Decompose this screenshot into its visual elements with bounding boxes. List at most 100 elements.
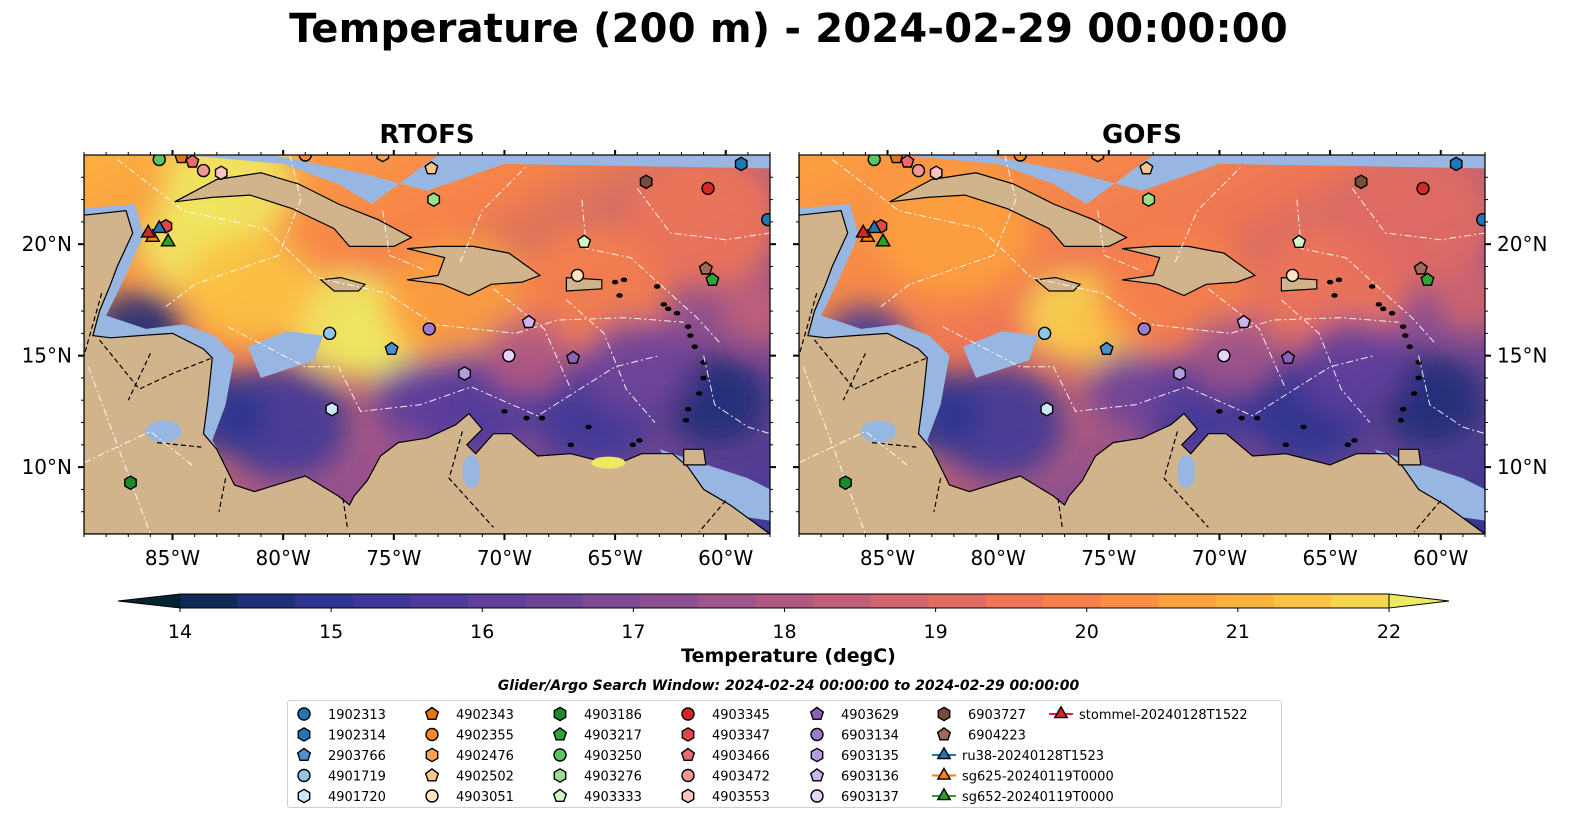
legend-label: 4903345 xyxy=(712,708,770,723)
legend-item: sg652-20240119T0000 xyxy=(932,787,1114,805)
legend-marker-icon xyxy=(553,748,567,762)
colorbar-extend-high xyxy=(1388,593,1450,609)
legend-label: 4903472 xyxy=(712,770,770,785)
legend-marker-icon xyxy=(809,768,825,782)
map-marker-6904223-gofs xyxy=(1413,261,1428,275)
colorbar-segment xyxy=(1043,594,1102,608)
colorbar-segment xyxy=(295,594,354,608)
lon-tick-label: 60°W xyxy=(1413,546,1468,570)
colorbar-segment xyxy=(813,594,872,608)
map-marker-4903217-gofs xyxy=(1420,272,1435,286)
colorbar-segment xyxy=(870,594,929,608)
map-marker-4901720-rtofs xyxy=(325,401,339,417)
lat-tick-label: 20°N xyxy=(22,232,72,256)
colorbar-segment xyxy=(525,594,584,608)
legend-marker-icon xyxy=(424,768,440,782)
map-marker-4903629-gofs xyxy=(1280,350,1296,364)
legend-label: 4903217 xyxy=(584,729,642,744)
panel-title-gofs: GOFS xyxy=(1102,120,1182,150)
legend-marker-icon xyxy=(552,727,568,741)
legend-item: 2903766 xyxy=(296,747,386,764)
map-marker-4901720-gofs xyxy=(1040,401,1054,417)
lat-tick-label: 10°N xyxy=(1497,455,1547,479)
colorbar-segment xyxy=(467,594,526,608)
legend-marker-icon xyxy=(681,727,695,742)
lon-tick-label: 60°W xyxy=(698,546,753,570)
legend-item: 6903136 xyxy=(809,768,899,785)
legend-label: 4903553 xyxy=(712,790,770,805)
legend-marker-icon xyxy=(681,768,695,783)
map-marker-4902502-gofs xyxy=(1139,160,1154,175)
colorbar-tick-label: 16 xyxy=(470,621,494,643)
legend-label: 4902343 xyxy=(456,708,514,723)
legend-label: 4901720 xyxy=(328,790,386,805)
legend-marker-icon xyxy=(681,788,695,804)
colorbar-tick-label: 20 xyxy=(1075,621,1099,643)
legend-item: 4903186 xyxy=(553,706,642,723)
colorbar-segment xyxy=(1216,594,1275,608)
map-marker-ru38-20240128T1523-rtofs xyxy=(151,219,168,234)
map-marker-4903051-gofs xyxy=(1285,268,1300,283)
colorbar-segment xyxy=(928,594,987,608)
lon-tick-label: 85°W xyxy=(145,546,200,570)
legend-marker-icon xyxy=(297,788,311,804)
legend-marker-icon xyxy=(296,747,312,761)
colorbar: 14 15 16 17 18 19 20 21 22 xyxy=(117,593,1450,643)
legend-marker-icon xyxy=(297,727,311,742)
map-marker-4903333-rtofs xyxy=(576,234,592,248)
legend-item: 4903217 xyxy=(552,727,642,744)
colorbar-segment xyxy=(755,594,814,608)
colorbar-tick-label: 17 xyxy=(621,621,645,643)
legend-entries: 1902313 1902314 2903766 4901719 4901720 49023… xyxy=(296,705,1248,805)
colorbar-segment xyxy=(410,594,469,608)
legend-label: 6903136 xyxy=(841,770,899,785)
legend-item: 1902314 xyxy=(297,727,386,744)
map-marker-4903472-rtofs xyxy=(196,163,211,178)
map-marker-4901719-gofs xyxy=(1037,326,1052,341)
map-marker-4903276-gofs xyxy=(1142,192,1156,208)
legend-item: 4903333 xyxy=(552,788,642,805)
map-marker-6903727-rtofs xyxy=(639,174,653,190)
map-marker-4903345-rtofs xyxy=(701,181,715,196)
legend-label: 4903250 xyxy=(584,749,642,764)
map-marker-4901719-rtofs xyxy=(322,326,337,341)
map-marker-4902343-gofs xyxy=(889,155,904,164)
legend-marker-icon xyxy=(297,707,311,721)
legend-marker-icon xyxy=(937,706,951,722)
legend-marker-icon xyxy=(809,706,825,720)
legend-label: 4903466 xyxy=(712,749,770,764)
map-marker-6903137-rtofs xyxy=(502,348,516,363)
legend-label: 4901719 xyxy=(328,770,386,785)
lon-tick-label: 65°W xyxy=(1302,546,1357,570)
lon-tick-label: 80°W xyxy=(256,546,311,570)
map-marker-6903136-gofs xyxy=(1236,314,1251,329)
legend-item: 4902355 xyxy=(425,727,514,744)
legend-item: 4903051 xyxy=(425,789,514,805)
colorbar-segment xyxy=(583,594,642,608)
legend-marker-icon xyxy=(810,747,824,763)
colorbar-segment xyxy=(352,594,411,608)
map-marker-stommel-20240128T1522-gofs xyxy=(855,223,872,238)
legend-item: 6903137 xyxy=(810,789,899,805)
colorbar-segment xyxy=(640,594,699,608)
map-marker-4903250-gofs xyxy=(867,155,881,167)
map-marker-4903553-rtofs xyxy=(214,165,228,181)
colorbar-segment xyxy=(986,594,1045,608)
map-marker-4902502-rtofs xyxy=(424,160,439,175)
legend-item: 6903727 xyxy=(937,706,1026,723)
map-marker-4903217-rtofs xyxy=(705,272,720,286)
colorbar-label: Temperature (degC) xyxy=(681,645,896,667)
colorbar-segment xyxy=(1158,594,1217,608)
map-marker-4903553-gofs xyxy=(929,165,943,181)
legend-marker-icon xyxy=(425,727,439,742)
map-marker-ru38-20240128T1523-gofs xyxy=(866,219,883,234)
legend-marker-icon xyxy=(936,746,952,760)
legend-label: 4903347 xyxy=(712,729,770,744)
map-marker-4902476-gofs xyxy=(1091,155,1105,163)
lat-tick-label: 10°N xyxy=(22,455,72,479)
lat-tick-label: 15°N xyxy=(1497,344,1547,368)
map-marker-sg652-20240119T0000-rtofs xyxy=(160,232,177,247)
legend-item: 4902476 xyxy=(425,747,514,764)
legend-label: 1902314 xyxy=(328,729,386,744)
map-marker-1902314-rtofs xyxy=(734,156,748,172)
